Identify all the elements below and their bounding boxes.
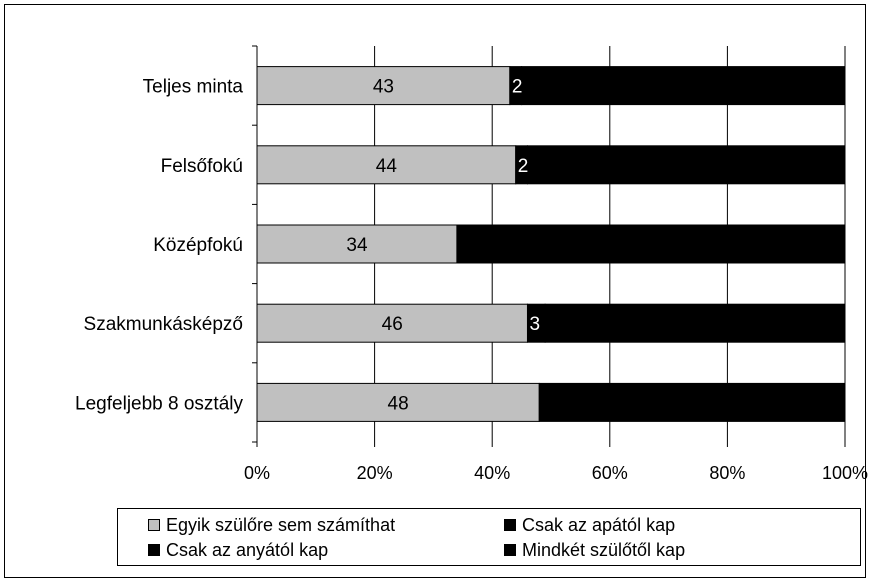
data-label: 3 — [529, 314, 540, 335]
legend-label: Mindkét szülőtől kap — [522, 539, 686, 560]
x-tick-label: 0% — [244, 463, 270, 483]
legend-swatch — [148, 544, 160, 556]
bars — [256, 66, 846, 422]
category-label: Középfokú — [153, 235, 243, 256]
legend-label: Csak az anyától kap — [166, 539, 329, 560]
x-tick-label: 40% — [474, 463, 510, 483]
category-label: Teljes minta — [143, 77, 244, 98]
bar-segment — [538, 382, 846, 422]
category-label: Legfeljebb 8 osztály — [75, 393, 243, 414]
axes — [252, 45, 846, 447]
category-label: Felsőfokú — [161, 156, 243, 177]
data-label: 43 — [373, 77, 394, 98]
data-label: 44 — [376, 156, 398, 177]
bar-segment — [456, 224, 846, 264]
legend-item-egyik: Egyik szülőre sem számíthat — [148, 514, 395, 536]
x-tick-label: 20% — [357, 463, 393, 483]
legend: Egyik szülőre sem számíthat Csak az apát… — [117, 508, 861, 566]
chart-frame — [4, 4, 866, 578]
data-label: 34 — [346, 235, 368, 256]
bar-segment — [256, 66, 511, 106]
legend-label: Csak az apától kap — [522, 514, 676, 535]
x-tick-label: 100% — [822, 463, 868, 483]
data-label: 2 — [512, 77, 523, 98]
legend-item-apa: Csak az apától kap — [504, 514, 675, 536]
legend-item-mindket: Mindkét szülőtől kap — [504, 539, 685, 561]
data-label: 46 — [382, 314, 403, 335]
labels: 0% 20% 40% 60% 80% 100% 43 2 Teljes minta 44 2 Fels… — [75, 77, 868, 483]
x-tick-label: 60% — [592, 463, 628, 483]
x-tick-label: 80% — [709, 463, 745, 483]
legend-swatch — [504, 544, 516, 556]
legend-item-anya: Csak az anyától kap — [148, 539, 328, 561]
legend-label: Egyik szülőre sem számíthat — [166, 514, 396, 535]
legend-swatch — [148, 519, 160, 531]
bar-segment — [256, 303, 528, 343]
bar-segment — [521, 66, 846, 106]
legend-swatch — [504, 519, 516, 531]
bar-segment — [526, 145, 846, 185]
data-label: 48 — [388, 393, 409, 414]
bar-segment — [544, 303, 846, 343]
data-label: 2 — [518, 156, 529, 177]
bar-segment — [256, 145, 517, 185]
category-label: Szakmunkásképző — [84, 314, 243, 335]
